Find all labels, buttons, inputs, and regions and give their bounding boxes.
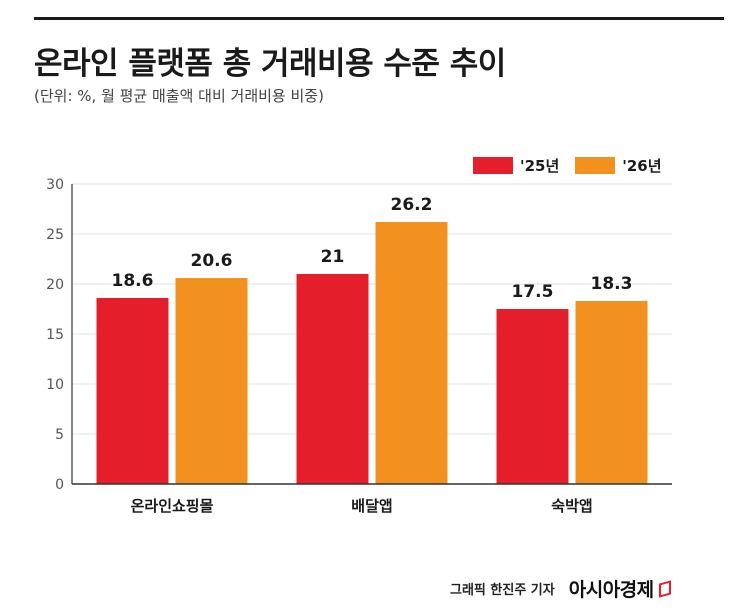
legend-swatch-2025 xyxy=(473,157,513,174)
data-label: 21 xyxy=(321,247,345,267)
y-tick-label: 30 xyxy=(46,177,64,193)
y-tick-label: 5 xyxy=(55,427,64,443)
chart-title: 온라인 플랫폼 총 거래비용 수준 추이 xyxy=(34,46,506,82)
data-label: 17.5 xyxy=(512,282,554,302)
data-label: 26.2 xyxy=(391,195,433,215)
top-rule xyxy=(34,17,724,20)
legend-label-2026: '26년 xyxy=(622,157,662,175)
x-tick-label: 배달앱 xyxy=(351,497,392,515)
data-label: 20.6 xyxy=(191,251,233,271)
x-tick-label: 숙박앱 xyxy=(551,497,592,515)
chart-subtitle: (단위: %, 월 평균 매출액 대비 거래비용 비중) xyxy=(34,87,324,105)
bar xyxy=(375,222,448,484)
bar xyxy=(96,298,169,484)
footer: 그래픽 한진주 기자 아시아경제 xyxy=(450,575,671,602)
y-tick-label: 0 xyxy=(55,477,64,493)
legend-swatch-2026 xyxy=(575,157,616,174)
data-label: 18.3 xyxy=(591,274,633,294)
bar xyxy=(496,309,569,484)
legend: '25년 '26년 xyxy=(473,155,678,176)
brand-mark-icon xyxy=(658,579,671,598)
data-label: 18.6 xyxy=(112,271,154,291)
y-tick-label: 15 xyxy=(46,327,64,343)
legend-label-2025: '25년 xyxy=(520,157,560,175)
x-tick-label: 온라인쇼핑몰 xyxy=(131,497,214,515)
y-tick-label: 20 xyxy=(46,277,64,293)
bar xyxy=(296,274,369,484)
y-tick-label: 25 xyxy=(46,227,64,243)
brand-logo: 아시아경제 xyxy=(568,579,654,601)
bar xyxy=(575,301,648,484)
legend-item-2025: '25년 xyxy=(473,155,559,176)
legend-item-2026: '26년 xyxy=(575,155,662,176)
bar xyxy=(175,278,248,484)
y-tick-label: 10 xyxy=(46,377,64,393)
graphic-credit: 그래픽 한진주 기자 xyxy=(450,583,555,598)
